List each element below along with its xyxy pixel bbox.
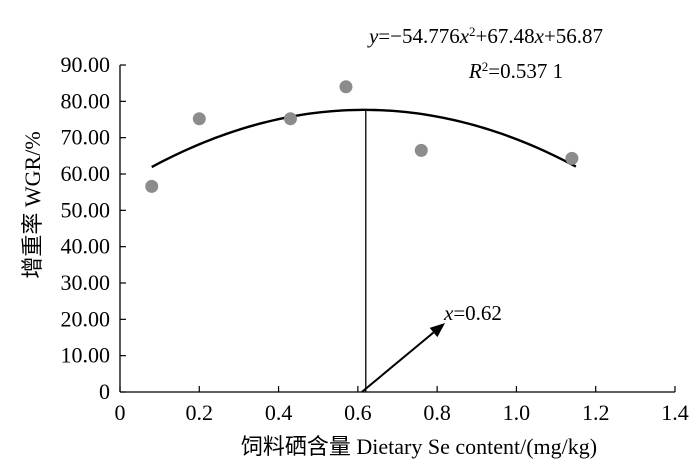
data-point [414, 143, 428, 157]
x-tick-label: 1.2 [582, 400, 610, 425]
data-points [145, 80, 579, 193]
data-point [283, 112, 297, 126]
y-tick-label: 80.00 [61, 88, 111, 113]
axes [119, 65, 675, 393]
fit-curve-path [151, 108, 577, 169]
data-point [339, 80, 353, 94]
y-axis-title: 增重率 WGR/% [20, 131, 45, 278]
y-tick-label: 90.00 [61, 52, 111, 77]
data-point [192, 112, 206, 126]
y-tick-label: 30.00 [61, 270, 111, 295]
y-tick-label: 20.00 [61, 306, 111, 331]
y-ticks: 0 10.00 20.00 30.00 40.00 50.00 60.00 70.00 80.0… [61, 52, 126, 404]
y-tick-label: 0 [99, 379, 110, 404]
x-axis-title: 饲料硒含量 Dietary Se content/(mg/kg) [241, 434, 597, 459]
y-tick-label: 70.00 [61, 125, 111, 150]
vertex-arrow [361, 322, 446, 393]
x-tick-label: 0.6 [344, 400, 372, 425]
x-tick-label: 1.0 [503, 400, 531, 425]
y-tick-label: 60.00 [61, 161, 111, 186]
y-tick-label: 40.00 [61, 234, 111, 259]
fit-curve [151, 108, 577, 169]
x-tick-label: 1.4 [661, 400, 689, 425]
vertex-label: x=0.62 [443, 301, 502, 325]
fit-r-squared: R2=0.537 1 [468, 59, 563, 84]
x-ticks: 0 0.2 0.4 0.6 0.8 1.0 1.2 1.4 [115, 386, 689, 425]
y-tick-label: 10.00 [61, 343, 111, 368]
x-tick-label: 0 [115, 400, 126, 425]
fit-equation: y=−54.776x2+67.48x+56.87 [367, 24, 603, 49]
y-tick-label: 50.00 [61, 197, 111, 222]
arrow-shaft [361, 331, 435, 393]
data-point [145, 179, 159, 193]
data-point [565, 151, 579, 165]
x-tick-label: 0.4 [265, 400, 293, 425]
x-tick-label: 0.8 [423, 400, 451, 425]
x-tick-label: 0.2 [186, 400, 214, 425]
arrow-head [429, 322, 446, 338]
